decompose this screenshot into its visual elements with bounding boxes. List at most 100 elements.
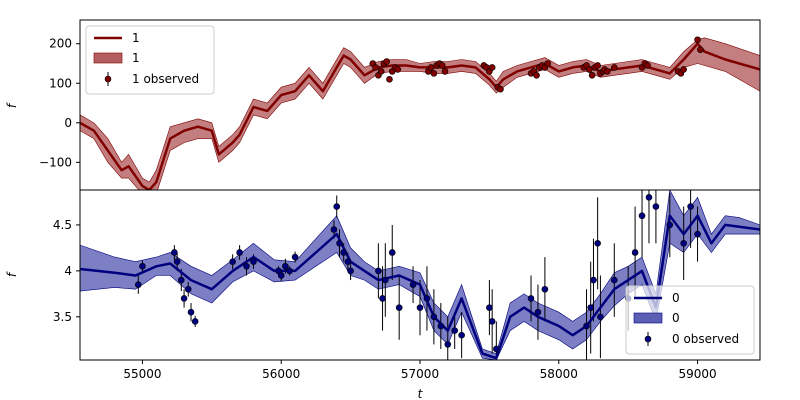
bottom-observed-point <box>229 258 236 265</box>
bottom-legend: 0 0 0 observed <box>625 285 755 355</box>
bottom-observed-point <box>382 276 389 284</box>
top-observed-point <box>544 60 551 67</box>
x-tick-label: 55000 <box>123 367 161 381</box>
top-y-axis-label: f <box>5 102 19 108</box>
bottom-y-tick-label: 3.5 <box>53 310 72 324</box>
top-observed-point <box>377 68 385 75</box>
x-tick-label: 56000 <box>262 367 300 381</box>
top-legend-band-swatch <box>93 52 123 64</box>
bottom-observed-point <box>277 272 285 279</box>
top-observed-point <box>386 76 393 83</box>
bottom-observed-point <box>610 276 618 284</box>
bottom-observed-point <box>423 295 431 302</box>
bottom-y-tick-label: 4.5 <box>53 218 72 232</box>
top-observed-point <box>394 66 402 73</box>
bottom-observed-point <box>430 313 438 321</box>
top-observed-point <box>644 62 651 69</box>
bottom-plot-area <box>80 190 760 360</box>
bottom-observed-point <box>347 267 354 275</box>
bottom-observed-point <box>173 258 181 265</box>
top-observed-point <box>533 72 540 79</box>
bottom-legend-observed-swatch <box>644 332 652 346</box>
bottom-observed-point <box>282 262 289 270</box>
bottom-observed-point <box>388 249 396 256</box>
top-observed-point <box>441 68 449 75</box>
top-observed-point <box>594 62 601 69</box>
top-y-tick-label: 0 <box>64 116 72 130</box>
top-legend-label-observed: 1 observed <box>132 72 199 86</box>
bottom-observed-point <box>416 304 424 311</box>
bottom-y-tick-label: 4 <box>64 264 72 278</box>
bottom-legend-label-observed: 0 observed <box>672 332 739 346</box>
top-observed-point <box>427 64 435 71</box>
top-y-tick-label: 200 <box>49 37 72 51</box>
bottom-observed-point <box>171 249 178 256</box>
bottom-observed-point <box>645 194 653 201</box>
bottom-observed-point <box>590 276 597 284</box>
top-legend-observed-swatch <box>104 72 112 86</box>
bottom-chart-panel: 3.5 4 4.5 55000 56000 57000 58000 59000 f t 0 … <box>5 189 761 400</box>
bottom-observed-point <box>375 267 382 275</box>
bottom-legend-label-mean: 0 <box>672 291 680 305</box>
bottom-observed-point <box>587 304 594 311</box>
bottom-observed-point <box>534 308 542 316</box>
top-observed-point <box>488 64 496 71</box>
bottom-observed-point <box>333 203 341 210</box>
bottom-observed-point <box>694 230 701 238</box>
bottom-observed-point <box>541 285 549 293</box>
bottom-observed-point <box>597 313 604 321</box>
top-y-ticks: −100 0 100 200 <box>39 37 80 169</box>
top-legend-label-mean: 1 <box>132 31 140 45</box>
bottom-observed-point <box>291 253 299 261</box>
bottom-observed-point <box>336 239 343 247</box>
x-tick-label: 58000 <box>540 367 578 381</box>
top-legend-label-band: 1 <box>132 51 140 65</box>
top-observed-point <box>383 58 390 65</box>
bottom-observed-point <box>486 304 493 311</box>
bottom-observed-point <box>687 203 694 210</box>
top-observed-point <box>610 64 618 71</box>
bottom-legend-label-band: 0 <box>672 311 680 325</box>
bottom-y-ticks: 3.5 4 4.5 <box>53 218 80 324</box>
bottom-observed-point <box>583 322 590 330</box>
top-y-tick-label: −100 <box>39 155 72 169</box>
bottom-observed-point <box>187 308 195 316</box>
x-tick-label: 59000 <box>678 367 716 381</box>
bottom-observed-point <box>451 327 458 334</box>
bottom-observed-point <box>638 212 646 220</box>
bottom-observed-point <box>652 203 660 210</box>
bottom-observed-point <box>191 318 199 325</box>
bottom-y-axis-label: f <box>5 271 19 277</box>
bottom-legend-band-swatch <box>633 312 663 324</box>
bottom-observed-point <box>458 331 465 339</box>
top-y-tick-label: 100 <box>49 76 72 90</box>
bottom-observed-point <box>178 276 185 284</box>
bottom-observed-point <box>180 295 188 302</box>
top-observed-point <box>430 70 438 77</box>
bottom-observed-point <box>236 249 243 256</box>
bottom-observed-point <box>250 258 257 265</box>
bottom-observed-point <box>286 267 293 275</box>
top-observed-point <box>372 64 379 71</box>
bottom-observed-point <box>395 304 403 311</box>
top-observed-point <box>680 66 687 73</box>
top-legend: 1 1 1 observed <box>85 25 215 95</box>
top-observed-point <box>697 46 704 53</box>
bottom-observed-point <box>680 239 687 247</box>
bottom-confidence-band <box>80 190 760 360</box>
bottom-observed-point <box>493 345 500 353</box>
bottom-observed-point <box>184 285 192 293</box>
bottom-observed-point <box>666 221 674 229</box>
bottom-observed-point <box>631 249 639 256</box>
bottom-observed-point <box>330 226 338 233</box>
top-plot-area <box>80 36 760 190</box>
top-observed-point <box>586 66 593 73</box>
bottom-observed-point <box>344 258 352 265</box>
bottom-observed-point <box>437 322 445 330</box>
x-tick-label: 57000 <box>401 367 439 381</box>
x-axis-label: t <box>418 387 424 400</box>
bottom-observed-point <box>134 281 142 288</box>
bottom-observed-point <box>409 281 417 288</box>
bottom-mean-line <box>80 214 760 360</box>
top-chart-panel: −100 0 100 200 f 1 1 1 observed <box>5 19 761 191</box>
